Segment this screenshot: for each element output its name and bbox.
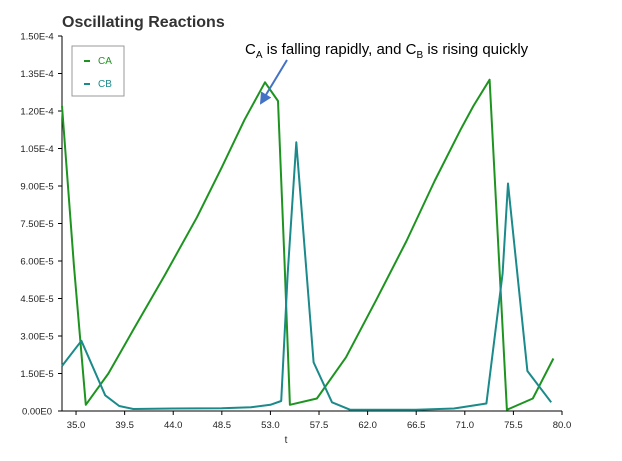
- x-axis-ticks: 35.0 39.5 44.0 48.5 53.0 57.5 62.0 66.5 71.0 75.5…: [67, 411, 571, 431]
- legend: CA CB: [71, 45, 125, 97]
- y-tick-label: 0.00E0: [22, 407, 52, 418]
- y-tick-label: 4.50E-5: [20, 294, 53, 305]
- x-tick-label: 80.0: [553, 420, 572, 431]
- x-tick-label: 35.0: [67, 420, 86, 431]
- x-axis-label: t: [285, 435, 288, 446]
- x-tick-label: 48.5: [213, 420, 232, 431]
- y-tick-label: 1.20E-4: [20, 107, 53, 118]
- series-lines: [61, 78, 555, 411]
- x-tick-label: 44.0: [164, 420, 183, 431]
- legend-label-ca: CA: [98, 56, 112, 67]
- annotation-arrow: [259, 59, 288, 105]
- annotation-end: is rising quickly: [423, 41, 529, 58]
- series-line-ca: [61, 78, 555, 411]
- x-tick-label: 53.0: [261, 420, 280, 431]
- y-tick-label: 3.00E-5: [20, 332, 53, 343]
- annotation-text: CA is falling rapidly, and CB is rising …: [245, 41, 529, 61]
- y-tick-label: 7.50E-5: [20, 219, 53, 230]
- x-tick-label: 57.5: [310, 420, 329, 431]
- x-tick-label: 66.5: [407, 420, 426, 431]
- x-tick-label: 71.0: [456, 420, 475, 431]
- y-tick-label: 1.35E-4: [20, 69, 53, 80]
- legend-items: CA CB: [84, 56, 112, 90]
- annotation: CA is falling rapidly, and CB is rising …: [245, 41, 529, 105]
- y-tick-label: 1.50E-4: [20, 32, 53, 43]
- series-line-cb: [61, 141, 552, 411]
- annotation-mid: is falling rapidly, and C: [263, 41, 417, 58]
- annotation-c1: C: [245, 41, 256, 58]
- y-tick-label: 1.05E-4: [20, 144, 53, 155]
- y-tick-label: 9.00E-5: [20, 182, 53, 193]
- y-tick-label: 1.50E-5: [20, 369, 53, 380]
- annotation-sub-a: A: [256, 50, 263, 61]
- chart-title: Oscillating Reactions: [62, 14, 225, 31]
- plot-area: 0.00E0 1.50E-5 3.00E-5 4.50E-5 6.00E-5 7.50E-…: [20, 32, 571, 432]
- y-tick-label: 6.00E-5: [20, 257, 53, 268]
- x-tick-label: 39.5: [115, 420, 134, 431]
- x-tick-label: 75.5: [504, 420, 523, 431]
- x-tick-label: 62.0: [358, 420, 377, 431]
- legend-box: [71, 45, 125, 97]
- y-axis-ticks: 0.00E0 1.50E-5 3.00E-5 4.50E-5 6.00E-5 7.50E-…: [20, 32, 62, 418]
- legend-label-cb: CB: [98, 79, 112, 90]
- annotation-sub-b: B: [416, 50, 423, 61]
